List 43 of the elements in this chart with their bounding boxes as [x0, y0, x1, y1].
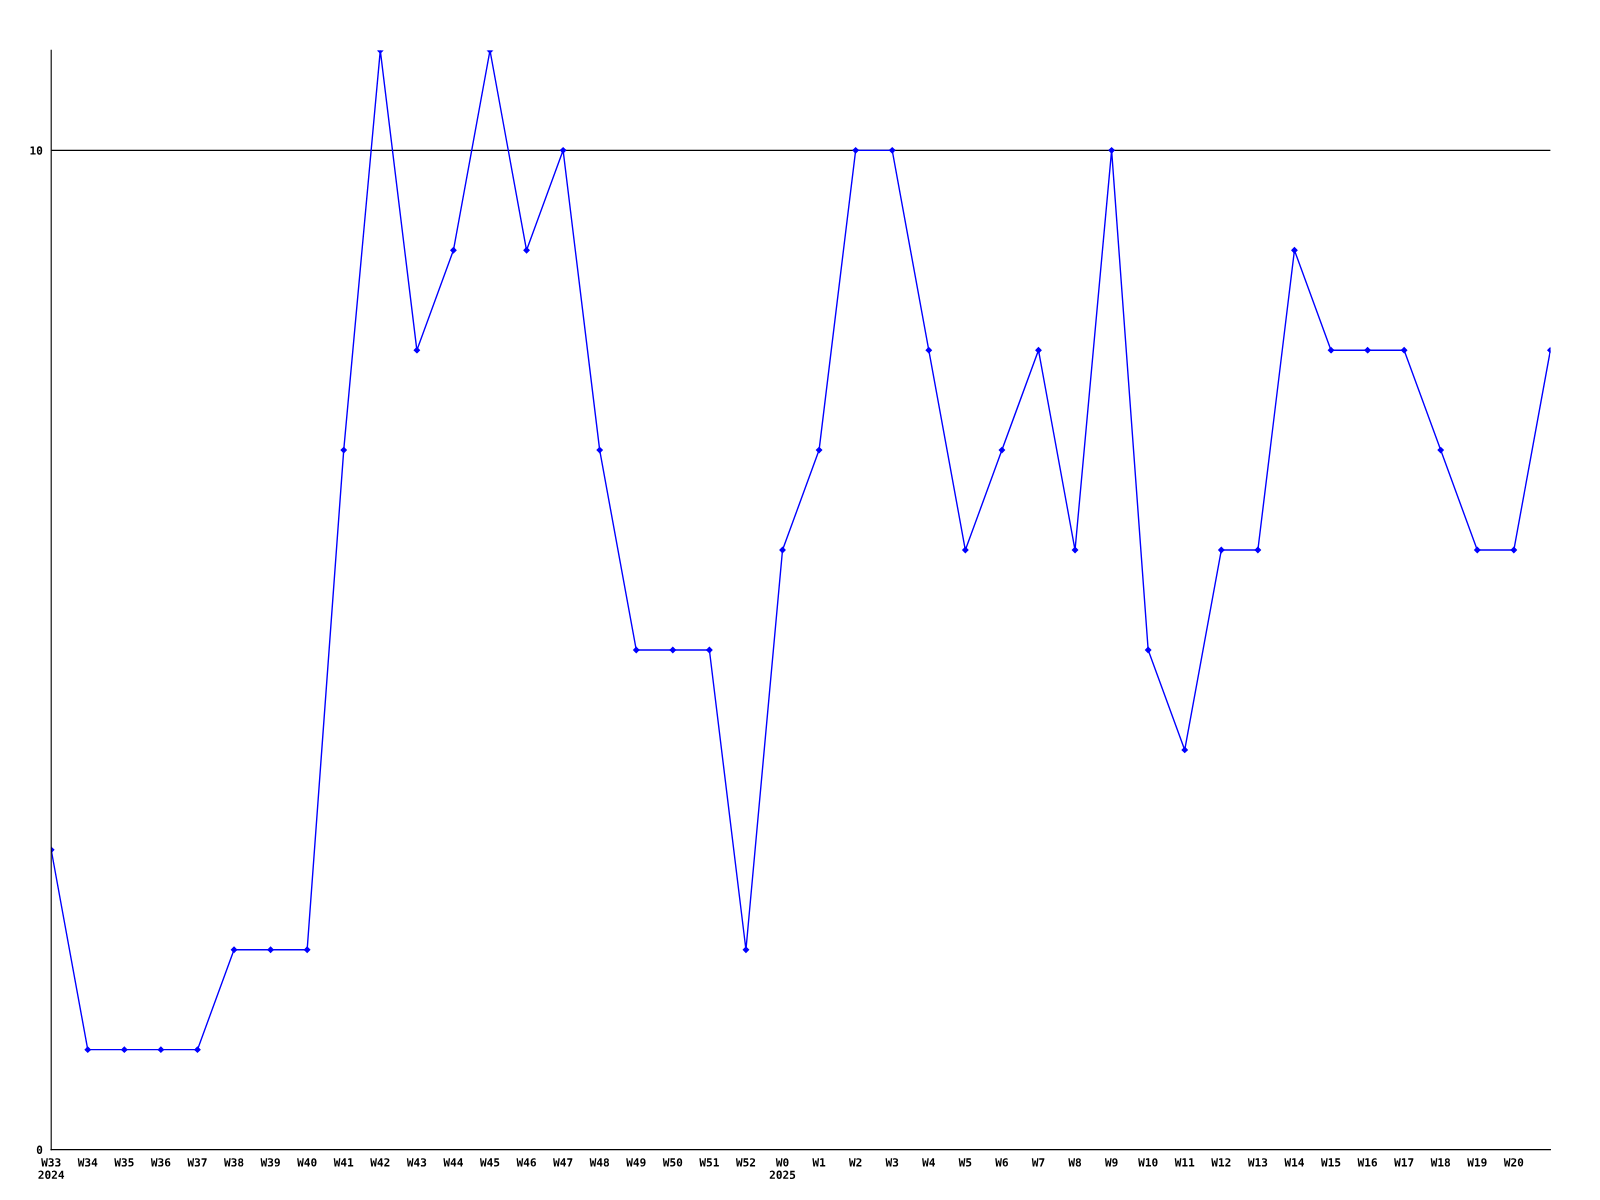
- x-tick-label: W8: [1068, 1158, 1082, 1167]
- x-tick-label: W36: [150, 1158, 171, 1167]
- x-tick-label: W39: [260, 1158, 280, 1167]
- x-tick-label: W48: [589, 1158, 610, 1167]
- x-tick-label: W20: [1503, 1158, 1524, 1167]
- x-tick-label: W18: [1430, 1158, 1451, 1167]
- x-tick-label: W34: [77, 1158, 98, 1167]
- x-tick-label: W19: [1467, 1158, 1487, 1167]
- x-tick-label: W0 2025: [769, 1158, 796, 1179]
- x-tick-label: W17: [1394, 1158, 1414, 1167]
- x-tick-label: W9: [1104, 1158, 1118, 1167]
- x-tick-label: W44: [443, 1158, 463, 1167]
- x-tick-label: W3: [885, 1158, 899, 1167]
- x-tick-label: W5: [958, 1158, 972, 1167]
- x-tick-label: W37: [187, 1158, 207, 1167]
- x-tick-label: W10: [1138, 1158, 1158, 1167]
- x-tick-label: W12: [1211, 1158, 1231, 1167]
- x-tick-label: W42: [370, 1158, 390, 1167]
- x-tick-label: W35: [114, 1158, 134, 1167]
- x-tick-label: W46: [516, 1158, 536, 1167]
- x-tick-label: W4: [922, 1158, 935, 1167]
- x-tick-label: W47: [553, 1158, 573, 1167]
- y-tick-label: 0: [36, 1145, 43, 1154]
- x-tick-label: W38: [224, 1158, 244, 1167]
- x-tick-label: W50: [662, 1158, 683, 1167]
- y-tick-label: 10: [30, 146, 43, 155]
- x-tick-label: W51: [699, 1158, 719, 1167]
- x-tick-label: W7: [1031, 1158, 1045, 1167]
- x-tick-label: W1: [812, 1158, 826, 1167]
- x-tick-label: W6: [995, 1158, 1008, 1167]
- x-tick-label: W41: [333, 1158, 354, 1167]
- x-tick-label: W45: [479, 1158, 500, 1167]
- x-tick-label: W33 2024: [38, 1158, 65, 1179]
- x-tick-label: W2: [848, 1158, 862, 1167]
- x-tick-label: W14: [1284, 1158, 1304, 1167]
- x-tick-label: W40: [297, 1158, 317, 1167]
- x-tick-label: W43: [406, 1158, 427, 1167]
- x-tick-label: W13: [1247, 1158, 1268, 1167]
- x-tick-label: W11: [1174, 1158, 1195, 1167]
- x-tick-label: W15: [1320, 1158, 1341, 1167]
- x-tick-label: W16: [1357, 1158, 1377, 1167]
- x-tick-label: W52: [735, 1158, 756, 1167]
- x-tick-label: W49: [626, 1158, 646, 1167]
